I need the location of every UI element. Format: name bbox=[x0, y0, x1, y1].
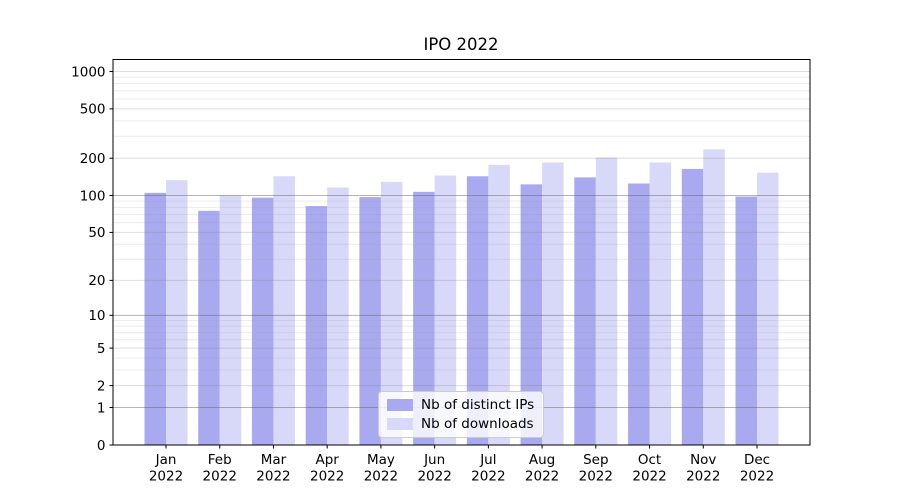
y-tick-label-1: 1 bbox=[97, 400, 106, 416]
y-tick-label-10: 10 bbox=[88, 308, 105, 324]
chart-title: IPO 2022 bbox=[423, 35, 499, 54]
legend-swatch-distinct-ips bbox=[387, 398, 413, 412]
bar-aug-downloads bbox=[542, 162, 564, 445]
x-tick-label-oct: Oct 2022 bbox=[632, 452, 666, 485]
x-tick-label-dec: Dec 2022 bbox=[740, 452, 774, 485]
bar-mar-downloads bbox=[273, 176, 295, 445]
bar-nov-downloads bbox=[703, 149, 725, 445]
bar-dec-downloads bbox=[757, 172, 779, 445]
bar-apr-distinct-ips bbox=[305, 206, 328, 445]
bar-jun-downloads bbox=[434, 175, 457, 446]
bar-nov-distinct-ips bbox=[681, 168, 704, 446]
x-tick-label-nov: Nov 2022 bbox=[686, 452, 720, 485]
bar-mar-distinct-ips bbox=[251, 197, 274, 445]
x-tick-label-sep: Sep 2022 bbox=[579, 452, 613, 485]
x-tick-label-jun: Jun 2022 bbox=[417, 452, 451, 485]
y-tick-label-5: 5 bbox=[97, 341, 106, 357]
x-tick-label-mar: Mar 2022 bbox=[256, 452, 290, 485]
legend-item-downloads: Nb of downloads bbox=[387, 416, 534, 432]
legend-label-distinct-ips: Nb of distinct IPs bbox=[421, 397, 535, 413]
x-tick-label-may: May 2022 bbox=[364, 452, 398, 485]
bar-feb-distinct-ips bbox=[198, 210, 220, 445]
bar-sep-downloads bbox=[595, 157, 618, 445]
bar-jan-downloads bbox=[166, 180, 188, 445]
bar-jul-downloads bbox=[488, 164, 510, 445]
y-tick-label-20: 20 bbox=[88, 273, 105, 289]
bar-jan-distinct-ips bbox=[144, 192, 166, 445]
bar-aug-distinct-ips bbox=[520, 184, 543, 445]
x-tick-label-apr: Apr 2022 bbox=[310, 452, 344, 485]
legend-item-distinct-ips: Nb of distinct IPs bbox=[387, 397, 534, 413]
x-tick-label-feb: Feb 2022 bbox=[203, 452, 237, 485]
x-tick-label-jan: Jan 2022 bbox=[149, 452, 183, 485]
bar-jun-distinct-ips bbox=[413, 191, 435, 445]
y-tick-label-100: 100 bbox=[80, 188, 106, 204]
bar-oct-downloads bbox=[649, 162, 672, 445]
bar-oct-distinct-ips bbox=[628, 183, 650, 445]
bar-may-downloads bbox=[380, 181, 403, 445]
bar-jul-distinct-ips bbox=[466, 176, 489, 445]
legend: Nb of distinct IPs Nb of downloads bbox=[378, 391, 545, 438]
bar-dec-distinct-ips bbox=[735, 196, 757, 445]
y-tick-label-2: 2 bbox=[97, 378, 106, 394]
bar-apr-downloads bbox=[327, 187, 349, 445]
bar-feb-downloads bbox=[219, 195, 242, 445]
bar-sep-distinct-ips bbox=[574, 177, 596, 446]
legend-swatch-downloads bbox=[387, 417, 413, 431]
y-tick-label-0: 0 bbox=[97, 438, 106, 454]
plot-frame bbox=[112, 59, 811, 446]
x-tick-label-aug: Aug 2022 bbox=[525, 452, 559, 485]
y-tick-label-50: 50 bbox=[88, 225, 105, 241]
legend-label-downloads: Nb of downloads bbox=[421, 416, 534, 432]
bar-may-distinct-ips bbox=[359, 197, 381, 445]
y-tick-label-1000: 1000 bbox=[71, 64, 105, 80]
y-tick-label-200: 200 bbox=[80, 151, 106, 167]
x-tick-label-jul: Jul 2022 bbox=[471, 452, 505, 485]
y-tick-label-500: 500 bbox=[80, 102, 106, 118]
